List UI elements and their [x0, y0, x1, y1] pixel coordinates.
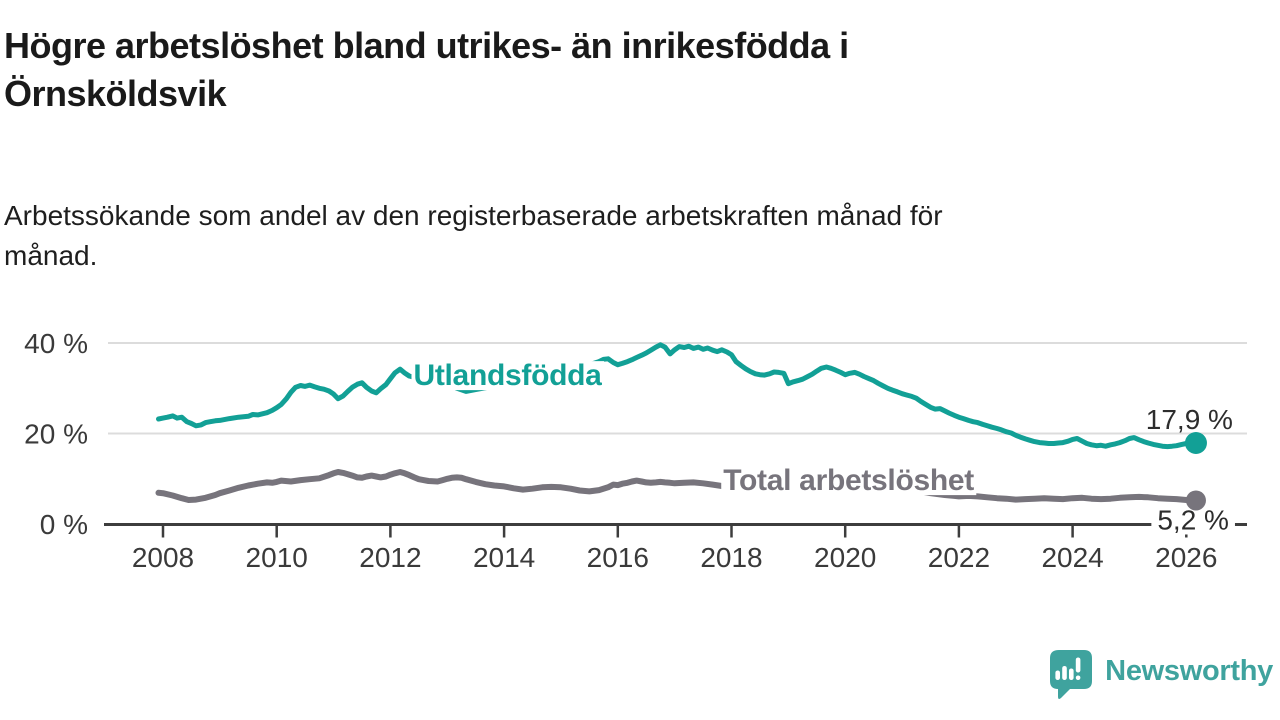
newsworthy-logo-icon [1050, 650, 1093, 700]
end-dot-1 [1185, 490, 1206, 511]
line-chart-canvas: 0 % 20 % 40 % 2008 2010 2012 2014 2016 2018 2020 2… [24, 328, 1247, 573]
end-value-label-0: 17,9 % [1146, 404, 1233, 435]
line-chart: 0 % 20 % 40 % 2008 2010 2012 2014 2016 2018 2020 2… [0, 300, 1280, 610]
end-dot-0 [1184, 432, 1207, 455]
logo-bar-2 [1062, 666, 1067, 680]
logo-bar-3 [1069, 668, 1074, 680]
page-title-line1: Högre arbetslöshet bland utrikes- än inr… [4, 25, 849, 66]
series-line-1 [155, 469, 1199, 504]
x-tick-label-2014: 2014 [473, 542, 535, 573]
x-tick-label-2010: 2010 [246, 542, 308, 573]
chart-subtitle-line2: månad. [4, 240, 98, 271]
x-tick-label-2008: 2008 [132, 542, 194, 573]
series-label-0: Utlandsfödda [413, 359, 602, 392]
series-line-0 [156, 342, 1199, 450]
branding: Newsworthy [1048, 648, 1273, 700]
y-tick-label-20: 20 % [24, 419, 88, 450]
page-title-line2: Örnsköldsvik [4, 73, 227, 114]
x-tick-label-2018: 2018 [700, 542, 762, 573]
x-tick-label-2016: 2016 [587, 542, 649, 573]
x-tick-label-2012: 2012 [359, 542, 421, 573]
series-label-1: Total arbetslöshet [723, 464, 974, 497]
x-tick-label-2020: 2020 [814, 542, 876, 573]
x-tick-label-2024: 2024 [1041, 542, 1103, 573]
x-tick-label-2026: 2026 [1155, 542, 1217, 573]
logo-bar-1 [1055, 670, 1061, 680]
y-tick-label-40: 40 % [24, 328, 88, 359]
brand-name: Newsworthy [1105, 654, 1273, 687]
x-tick-label-2022: 2022 [928, 542, 990, 573]
chart-header: Högre arbetslöshet bland utrikes- än inr… [4, 22, 1194, 118]
logo-exclamation-dot [1075, 675, 1081, 680]
end-value-label-bg-1 [1151, 505, 1235, 535]
series-label-bg-1 [721, 466, 977, 496]
page-title: Högre arbetslöshet bland utrikes- än inr… [4, 22, 1194, 118]
chart-subtitle-line1: Arbetssökande som andel av den registerb… [4, 200, 943, 231]
series-label-bg-0 [411, 361, 605, 391]
chart-subtitle: Arbetssökande som andel av den registerb… [4, 196, 1194, 276]
logo-exclamation-bar [1075, 657, 1081, 673]
y-tick-label-0: 0 % [40, 509, 88, 540]
